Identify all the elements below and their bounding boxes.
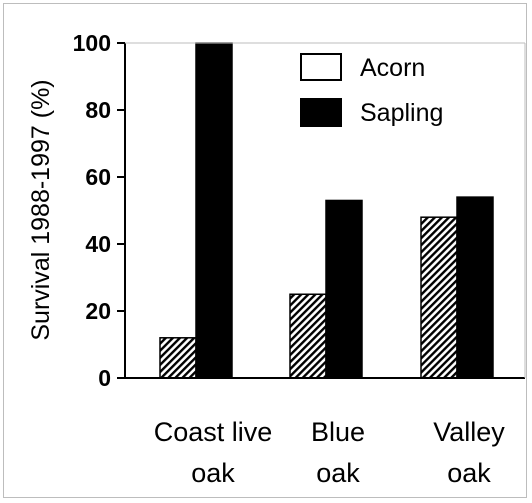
- y-tick-label: 40: [85, 231, 111, 257]
- bar-acorn-3: [420, 216, 458, 379]
- legend: Acorn Sapling: [300, 53, 443, 127]
- bar-series: [159, 42, 494, 379]
- legend-label-sapling: Sapling: [360, 99, 443, 127]
- y-tick-label: 100: [73, 30, 111, 56]
- bar-sapling-3: [456, 196, 494, 379]
- x-category-label: oak: [316, 458, 360, 488]
- y-axis-title: Survival 1988-1997 (%): [27, 79, 55, 340]
- bar-sapling-1: [195, 42, 233, 379]
- y-tick-label: 20: [85, 298, 111, 324]
- x-axis-category-labels: Coast live oak Blue oak Valley oak: [154, 417, 506, 488]
- x-category-label: Valley: [433, 417, 505, 447]
- y-tick-label: 60: [85, 164, 111, 190]
- y-axis-ticks: 0 20 40 60 80 100: [73, 30, 125, 391]
- y-tick-label: 80: [85, 97, 111, 123]
- x-category-label: Blue: [311, 417, 365, 447]
- x-category-label: oak: [447, 458, 491, 488]
- x-category-label: oak: [191, 458, 235, 488]
- legend-swatch-acorn: [300, 53, 342, 81]
- x-category-label: Coast live: [154, 417, 273, 447]
- bar-sapling-2: [325, 199, 363, 379]
- axes: [124, 42, 526, 379]
- legend-label-acorn: Acorn: [360, 54, 425, 82]
- y-tick-label: 0: [98, 365, 111, 391]
- bar-acorn-2: [289, 293, 327, 379]
- legend-swatch-sapling: [300, 98, 342, 127]
- bar-acorn-1: [159, 337, 197, 379]
